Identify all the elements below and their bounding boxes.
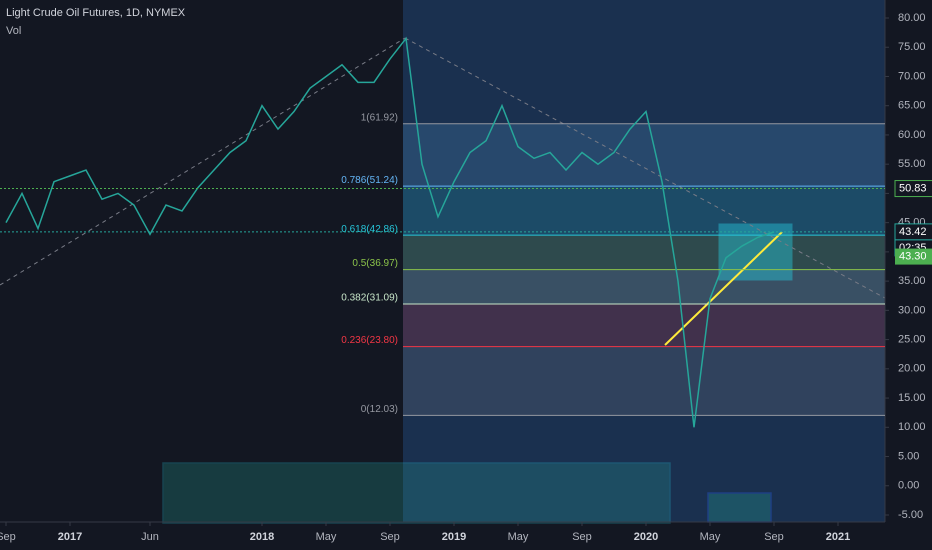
fib-band [403,303,885,347]
fib-label: 0(12.03) [361,404,398,415]
y-tick-label: 70.00 [898,70,926,82]
price-label-box [894,180,932,198]
x-tick-label: Sep [764,531,784,543]
date-range-highlight [403,0,885,522]
y-tick-label: 65.00 [898,100,926,112]
volume-label: Vol [6,25,21,37]
x-tick-label: 2021 [826,531,850,543]
y-tick-label: 20.00 [898,363,926,375]
price-label: 43.42 [899,226,927,238]
trend-line [404,37,886,299]
y-tick-label: 10.00 [898,421,926,433]
volume-box [162,462,671,524]
x-tick-label: Jun [141,531,159,543]
yellow-trend-line [664,231,783,346]
price-tag: 43.30 [899,250,927,262]
price-line [5,36,775,428]
y-tick-label: 80.00 [898,12,926,24]
x-tick-label: May [700,531,721,543]
y-tick-label: 55.00 [898,158,926,170]
fib-band [403,186,885,236]
y-tick-label: -5.00 [898,509,923,521]
price-label: 50.83 [899,182,927,194]
x-tick-label: Sep [380,531,400,543]
x-tick-label: 2018 [250,531,274,543]
fib-band [403,235,885,270]
y-tick-label: 5.00 [898,450,919,462]
y-tick-label: 75.00 [898,41,926,53]
fib-band [403,346,885,416]
fib-label: 0.618(42.86) [341,224,398,235]
y-tick-label: 15.00 [898,392,926,404]
chart-title: Light Crude Oil Futures, 1D, NYMEX [6,7,186,19]
fib-label: 1(61.92) [361,112,398,123]
fib-label: 0.236(23.80) [341,335,398,346]
y-tick-label: 60.00 [898,129,926,141]
fib-label: 0.5(36.97) [352,258,398,269]
fib-label: 0.786(51.24) [341,175,398,186]
x-tick-label: 2020 [634,531,658,543]
y-tick-label: 30.00 [898,304,926,316]
x-tick-label: May [316,531,337,543]
y-tick-label: 25.00 [898,333,926,345]
volume-box [707,492,772,523]
x-tick-label: 2017 [58,531,82,543]
x-tick-label: 2019 [442,531,466,543]
fib-bands [403,123,885,416]
trend-line [0,37,406,286]
x-tick-label: May [508,531,529,543]
y-tick-label: 35.00 [898,275,926,287]
fib-label: 0.382(31.09) [341,293,398,304]
x-tick-label: Sep [572,531,592,543]
x-tick-label: Sep [0,531,16,543]
y-tick-label: 0.00 [898,480,919,492]
fib-band [403,123,885,187]
price-tag-box [895,248,932,265]
fib-band [403,269,885,304]
